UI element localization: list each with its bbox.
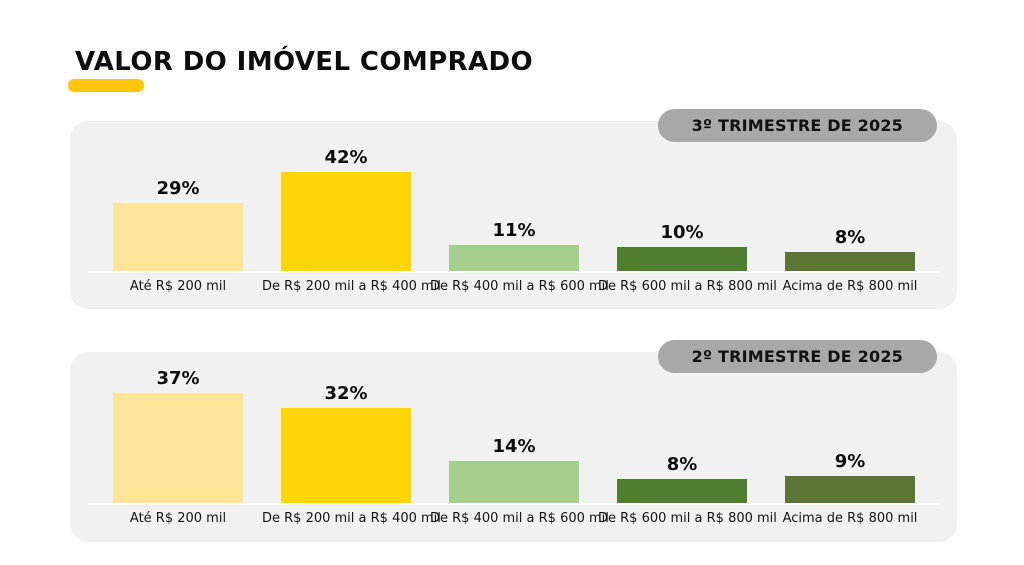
x-axis-line xyxy=(88,503,940,505)
quarter-badge-q3: 3º TRIMESTRE DE 2025 xyxy=(657,109,937,142)
title-accent-underline xyxy=(68,79,144,92)
bar-column: 9% xyxy=(766,453,934,503)
bar-column: 8% xyxy=(766,229,934,271)
bar-chart-q3: 29% 42% 11% 10% 8% Até R$ 200 mil De R$ 200 m… xyxy=(88,121,940,309)
category-label: De R$ 600 mil a R$ 800 mil xyxy=(598,279,777,294)
category-label: Até R$ 200 mil xyxy=(129,511,227,526)
bar-value-label: 8% xyxy=(666,454,698,475)
bar-column: 8% xyxy=(598,456,766,503)
bar-value-label: 14% xyxy=(492,436,536,457)
category-labels-row: Até R$ 200 mil De R$ 200 mil a R$ 400 mil… xyxy=(94,273,934,295)
category-label: De R$ 400 mil a R$ 600 mil xyxy=(430,511,609,526)
bar-column: 29% xyxy=(94,180,262,271)
bar xyxy=(785,476,915,503)
quarter-badge-label: 2º TRIMESTRE DE 2025 xyxy=(691,347,903,366)
bar-chart-q2: 37% 32% 14% 8% 9% Até R$ 200 mil De R$ 200 mi… xyxy=(88,352,940,542)
bar xyxy=(449,245,579,271)
bars-row: 37% 32% 14% 8% 9% xyxy=(94,352,934,503)
bar-column: 14% xyxy=(430,438,598,503)
bar xyxy=(113,393,243,503)
bar-column: 42% xyxy=(262,149,430,271)
page-title: VALOR DO IMÓVEL COMPRADO xyxy=(75,47,534,78)
quarter-badge-q2: 2º TRIMESTRE DE 2025 xyxy=(657,340,937,373)
category-label: Acima de R$ 800 mil xyxy=(782,511,918,526)
chart-panel-q2-2025: 2º TRIMESTRE DE 2025 37% 32% 14% 8% 9% Até R… xyxy=(70,340,957,542)
bar xyxy=(281,408,411,503)
bar xyxy=(281,172,411,271)
category-label: De R$ 200 mil a R$ 400 mil xyxy=(262,279,441,294)
bar-column: 32% xyxy=(262,385,430,503)
bar-value-label: 37% xyxy=(156,368,200,389)
bar-column: 10% xyxy=(598,224,766,271)
category-label: De R$ 600 mil a R$ 800 mil xyxy=(598,511,777,526)
category-label: De R$ 200 mil a R$ 400 mil xyxy=(262,511,441,526)
bar-value-label: 8% xyxy=(834,227,866,248)
bar-value-label: 11% xyxy=(492,220,536,241)
bar xyxy=(617,247,747,271)
bar xyxy=(617,479,747,503)
quarter-badge-label: 3º TRIMESTRE DE 2025 xyxy=(691,116,903,135)
bar xyxy=(785,252,915,271)
bar-value-label: 32% xyxy=(324,383,368,404)
category-label: Acima de R$ 800 mil xyxy=(782,279,918,294)
bar-value-label: 9% xyxy=(834,451,866,472)
bars-row: 29% 42% 11% 10% 8% xyxy=(94,121,934,271)
x-axis-line xyxy=(88,271,940,273)
category-label: Até R$ 200 mil xyxy=(129,279,227,294)
category-labels-row: Até R$ 200 mil De R$ 200 mil a R$ 400 mil… xyxy=(94,505,934,527)
bar-value-label: 10% xyxy=(660,222,704,243)
bar-value-label: 42% xyxy=(324,147,368,168)
bar-column: 11% xyxy=(430,222,598,271)
chart-panel-q3-2025: 3º TRIMESTRE DE 2025 29% 42% 11% 10% 8% Até … xyxy=(70,109,957,309)
category-label: De R$ 400 mil a R$ 600 mil xyxy=(430,279,609,294)
bar-column: 37% xyxy=(94,370,262,503)
bar xyxy=(449,461,579,503)
bar xyxy=(113,203,243,271)
bar-value-label: 29% xyxy=(156,178,200,199)
